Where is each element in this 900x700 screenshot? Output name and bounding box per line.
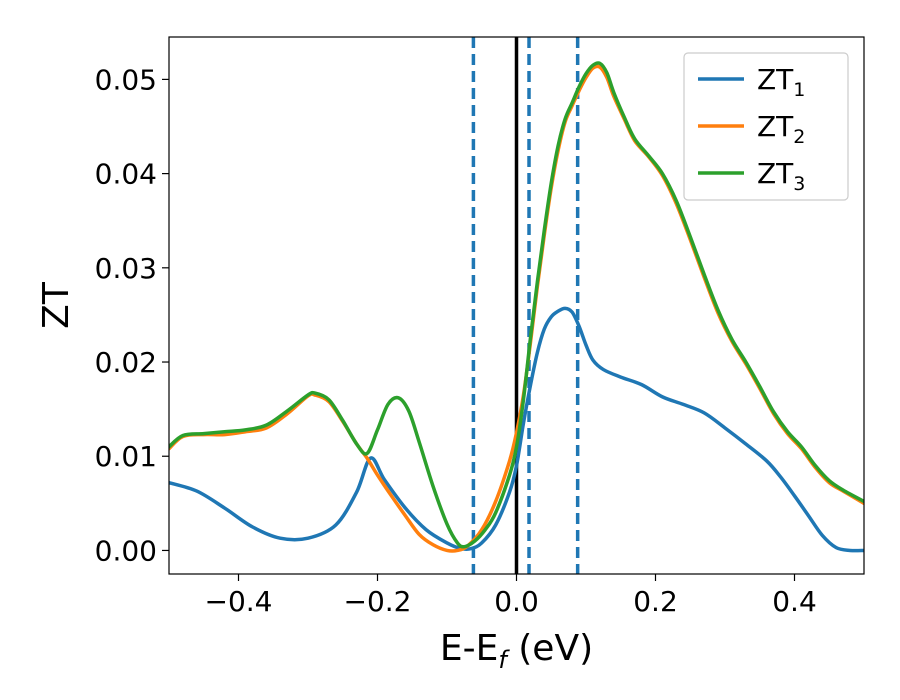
legend-label-main: ZT — [757, 63, 794, 96]
series-line-3 — [169, 61, 864, 549]
x-tick-label: 0.4 — [772, 585, 817, 618]
legend-label-main: ZT — [757, 157, 794, 190]
legend-label-2: ZT2 — [757, 110, 805, 148]
y-tick-label: 0.02 — [95, 346, 157, 379]
y-axis-label: ZT — [36, 281, 77, 329]
y-tick-label: 0.01 — [95, 440, 157, 473]
legend-label-main: ZT — [757, 110, 794, 143]
y-tick-label: 0.05 — [95, 63, 157, 96]
x-tick-label: 0.2 — [633, 585, 678, 618]
plot-clip-group — [169, 37, 864, 574]
x-tick-label: 0.0 — [494, 585, 539, 618]
y-tick-label: 0.04 — [95, 158, 157, 191]
y-tick-label: 0.00 — [95, 534, 157, 567]
legend-label-sub: 2 — [793, 126, 805, 148]
x-axis-label-main: E-E — [440, 628, 498, 669]
x-axis-label-tail: (eV) — [507, 628, 593, 669]
axes: −0.4 −0.2 0.0 0.2 0.4 0.00 0.01 0.02 0.03 0.04 0.0… — [36, 36, 865, 674]
legend-box — [683, 52, 849, 201]
legend-label-sub: 3 — [793, 173, 805, 195]
x-tick-label: −0.4 — [205, 585, 273, 618]
x-axis-label: E-Ef (eV) — [440, 628, 593, 674]
plot-area — [169, 37, 864, 574]
legend-label-1: ZT1 — [757, 63, 805, 101]
legend-label-3: ZT3 — [757, 157, 805, 195]
legend-label-sub: 1 — [793, 79, 805, 101]
y-tick-label: 0.03 — [95, 252, 157, 285]
x-tick-label: −0.2 — [344, 585, 412, 618]
series-line-1 — [169, 306, 864, 553]
